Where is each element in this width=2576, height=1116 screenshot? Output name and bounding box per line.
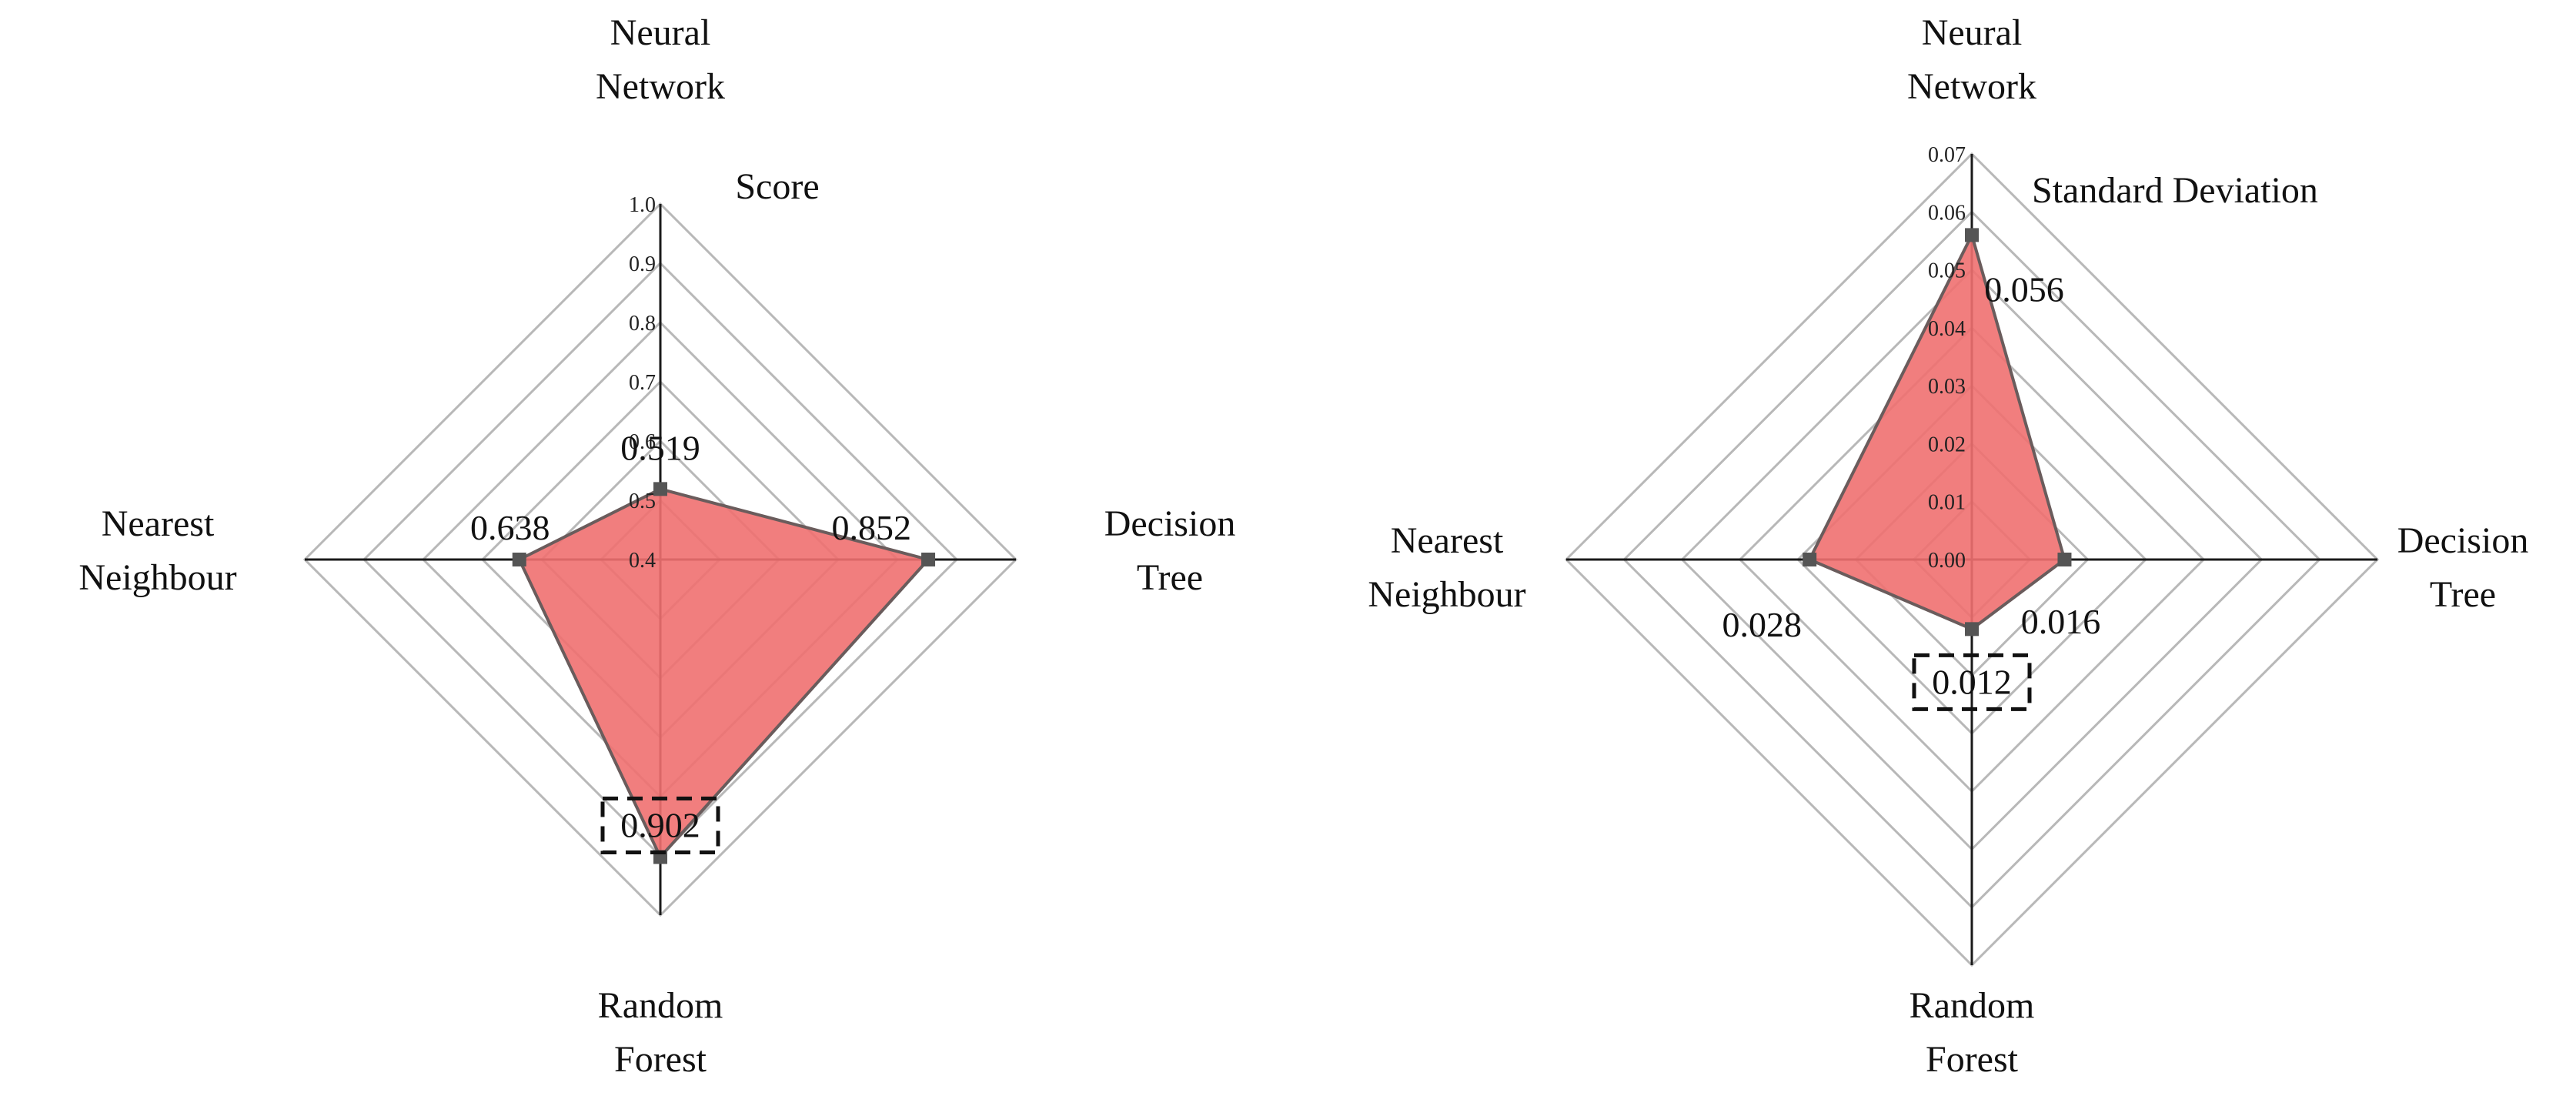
tick-label: 0.02	[1928, 433, 1966, 456]
radar-chart-1: 0.4 0.5 0.6 0.7 0.8 0.9 1.0 0.519 0.852 0.902 0.63…	[79, 12, 1235, 1080]
chart-title: Standard Deviation	[2032, 170, 2318, 211]
data-label: 0.852	[832, 508, 912, 547]
highlight-box	[1912, 653, 2032, 711]
axis-label: Neural	[1922, 12, 2023, 53]
data-point-decision-tree	[921, 553, 936, 566]
tick-label: 0.05	[1928, 259, 1966, 283]
tick-label: 0.4	[629, 549, 656, 573]
radar-chart-2: 0.00 0.01 0.02 0.03 0.04 0.05 0.06 0.07 0.056 0.0…	[1368, 12, 2528, 1080]
axis-label: Network	[1907, 66, 2036, 107]
axis-label: Tree	[2430, 574, 2496, 615]
tick-label: 0.04	[1928, 317, 1966, 341]
axis-label: Forest	[1926, 1039, 2019, 1080]
tick-label: 0.7	[629, 371, 656, 395]
tick-label: 0.6	[629, 430, 656, 454]
data-point-neural-network	[1965, 228, 1979, 242]
tick-label: 0.00	[1928, 549, 1966, 573]
data-label: 0.902	[620, 806, 700, 845]
data-label: 0.016	[2021, 602, 2101, 641]
data-label: 0.519	[620, 428, 700, 467]
chart-title: Score	[735, 166, 819, 207]
data-point-random-forest	[1965, 622, 1979, 637]
data-label: 0.638	[470, 508, 550, 547]
axis-label: Decision	[2397, 520, 2529, 561]
axis-label: Tree	[1137, 557, 1203, 598]
axis-label: Neural	[610, 12, 711, 53]
axis-label: Neighbour	[79, 557, 236, 598]
axis-label: Network	[596, 66, 725, 107]
data-label: 0.028	[1722, 605, 1802, 644]
axis-label: Forest	[614, 1039, 707, 1080]
tick-label: 0.07	[1928, 143, 1966, 167]
data-point-nearest-neighbour	[512, 553, 526, 566]
tick-label: 0.5	[629, 490, 656, 513]
tick-label: 0.01	[1928, 491, 1966, 515]
highlight-box	[600, 797, 720, 855]
data-label: 0.056	[1984, 269, 2064, 309]
data-label: 0.012	[1932, 662, 2012, 701]
tick-label: 0.06	[1928, 201, 1966, 225]
tick-label: 0.8	[629, 312, 656, 336]
axis-label: Nearest	[1391, 520, 1504, 561]
tick-label: 1.0	[629, 193, 656, 217]
data-point-decision-tree	[2057, 553, 2072, 566]
data-point-nearest-neighbour	[1803, 553, 1817, 566]
tick-label: 0.03	[1928, 375, 1966, 399]
axis-label: Random	[598, 985, 723, 1026]
axis-label: Nearest	[102, 503, 215, 544]
axis-label: Random	[1909, 985, 2035, 1026]
tick-label: 0.9	[629, 252, 656, 276]
axis-label: Neighbour	[1368, 574, 1525, 615]
axis-label: Decision	[1104, 503, 1236, 544]
data-point-neural-network	[653, 482, 667, 496]
